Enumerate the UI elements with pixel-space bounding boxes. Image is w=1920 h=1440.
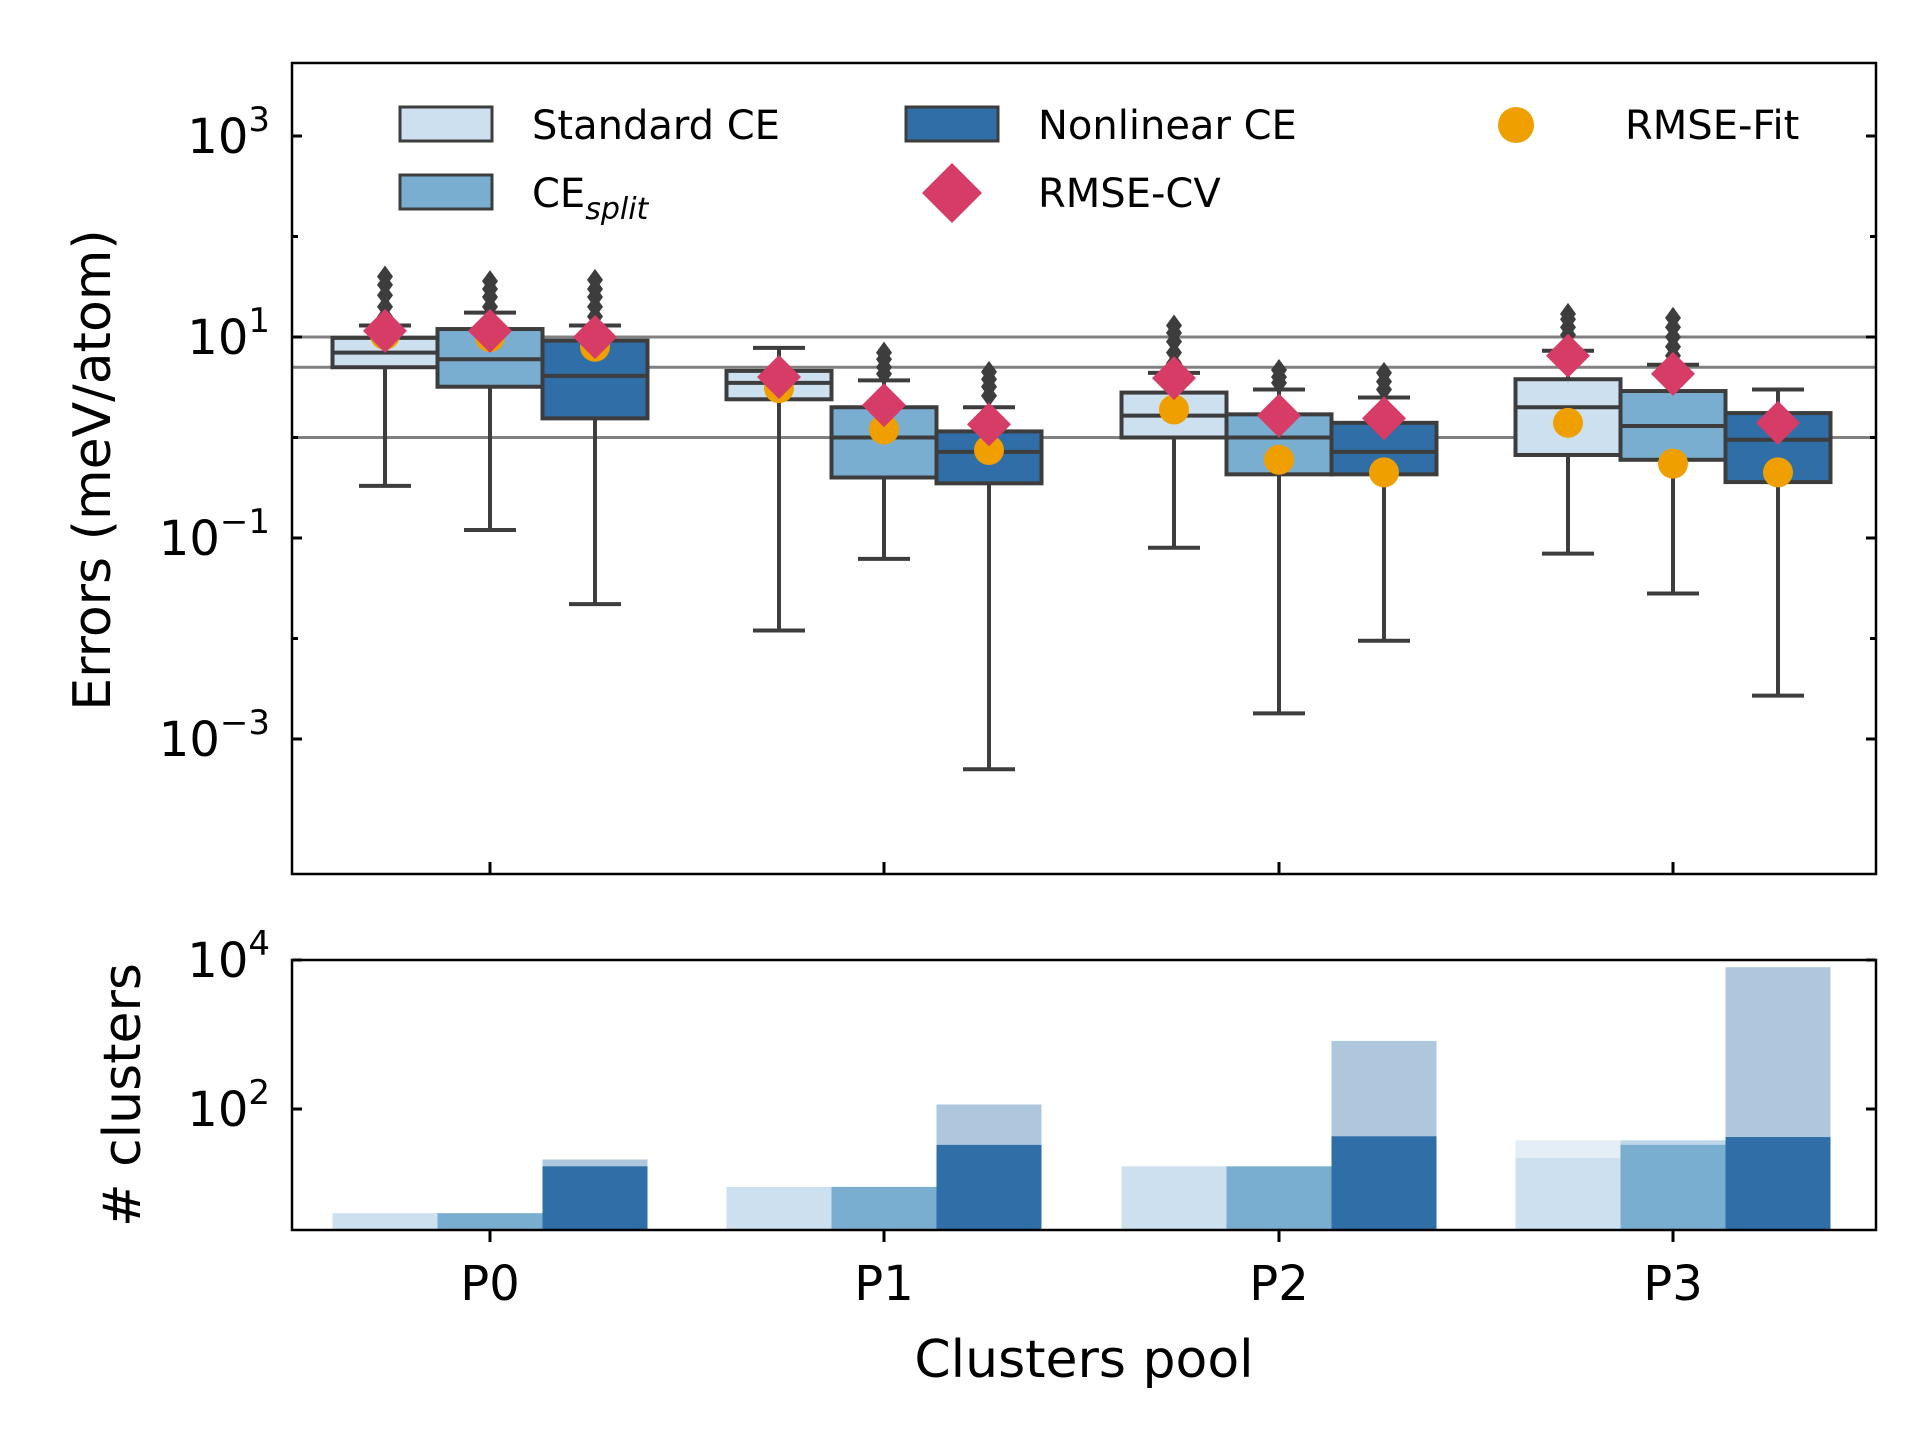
- outlier-marker: [1376, 361, 1392, 384]
- box-standardce: [1119, 314, 1229, 550]
- rmse-cv-point: [363, 308, 407, 353]
- legend-item: RMSE-Fit: [1498, 103, 1799, 149]
- cluster-count-panel: 104 102 P0 P1 P2 P3 # clusters Clusters pool: [93, 924, 1878, 1390]
- outlier-marker: [876, 341, 892, 364]
- rmse-markers: [363, 308, 1800, 488]
- rmse-cv-point: [1257, 393, 1301, 438]
- legend-label: RMSE-Fit: [1625, 103, 1799, 149]
- x-tick-label: P1: [854, 1256, 913, 1312]
- selected-cluster-bar: [1121, 1166, 1227, 1230]
- rmse-cv-point: [967, 402, 1011, 447]
- rmse-fit-point: [1658, 448, 1688, 479]
- rmse-cv-point: [573, 315, 617, 359]
- selected-cluster-bar: [1620, 1144, 1726, 1230]
- y-tick-label: 103: [187, 100, 270, 165]
- rmse-fit-point: [1159, 394, 1189, 425]
- rmse-cv-point: [1362, 396, 1406, 441]
- rmse-fit-point: [1763, 457, 1793, 488]
- legend-item: Nonlinear CE: [904, 103, 1297, 149]
- legend-item: CEsplit: [398, 171, 650, 227]
- y-tick-label: 102: [187, 1073, 270, 1138]
- rmse-cv-point: [468, 308, 512, 353]
- outlier-marker: [482, 270, 498, 293]
- legend-label: Nonlinear CE: [1038, 103, 1297, 149]
- legend-label: CEsplit: [532, 171, 650, 227]
- rmse-cv-point: [1152, 356, 1196, 401]
- rmse-fit-point: [1369, 457, 1399, 488]
- bottom-y-axis-label: # clusters: [93, 963, 153, 1227]
- outlier-marker: [587, 268, 603, 291]
- x-tick-labels: P0 P1 P2 P3: [460, 1256, 1702, 1312]
- error-boxplot-panel: 103 101 10−1 10−3 Standard CE CEsplit Nonline…: [63, 61, 1878, 876]
- selected-cluster-bar: [1226, 1166, 1332, 1230]
- boxplots: [330, 265, 1833, 772]
- legend-label: Standard CE: [532, 103, 780, 149]
- rmse-fit-point: [1553, 407, 1583, 438]
- rmse-fit-point: [974, 435, 1004, 466]
- x-tick-label: P0: [460, 1256, 519, 1312]
- x-axis-label: Clusters pool: [914, 1330, 1253, 1390]
- rmse-fit-point: [869, 414, 899, 445]
- y-tick-label: 101: [187, 301, 270, 366]
- rmse-cv-point: [862, 383, 906, 428]
- legend-label: RMSE-CV: [1038, 171, 1221, 217]
- y-tick-label: 10−3: [159, 703, 270, 768]
- bottom-plot-frame: [290, 958, 1878, 1232]
- y-tick-label: 104: [187, 924, 270, 989]
- selected-cluster-bar: [1515, 1157, 1621, 1230]
- bottom-axis-ticks: 104 102: [187, 924, 1876, 1242]
- selected-cluster-bar: [437, 1213, 543, 1230]
- legend-item: RMSE-CV: [922, 163, 1221, 223]
- box-cesplit: [435, 270, 545, 533]
- x-tick-label: P2: [1249, 1256, 1308, 1312]
- legend-swatch: [398, 173, 494, 211]
- selected-cluster-bar: [1725, 1137, 1831, 1230]
- box-standardce: [330, 265, 440, 488]
- outlier-marker: [1560, 302, 1576, 325]
- legend-swatch: [904, 105, 1000, 143]
- rmse-cv-point: [1651, 351, 1695, 396]
- x-tick-label: P3: [1643, 1256, 1702, 1312]
- selected-cluster-bar: [726, 1186, 832, 1230]
- top-y-axis-label: Errors (meV/atom): [63, 229, 123, 710]
- legend-circle-icon: [1498, 107, 1534, 143]
- selected-cluster-bar: [831, 1186, 937, 1230]
- legend-diamond-icon: [922, 163, 982, 223]
- rmse-cv-point: [1546, 333, 1590, 378]
- y-tick-label: 10−1: [159, 502, 270, 567]
- outlier-marker: [377, 295, 393, 318]
- selected-cluster-bar: [1331, 1136, 1437, 1230]
- selected-cluster-bar: [542, 1166, 648, 1230]
- rmse-cv-point: [1756, 400, 1800, 445]
- legend: Standard CE CEsplit Nonlinear CE RMSE-CV RMS…: [398, 103, 1799, 227]
- top-axis-ticks: 103 101 10−1 10−3: [159, 100, 1876, 874]
- outlier-marker: [981, 360, 997, 383]
- cluster-bars: [332, 967, 1831, 1230]
- box-cesplit: [829, 341, 939, 561]
- legend-item: Standard CE: [398, 103, 780, 149]
- outlier-marker: [1665, 306, 1681, 329]
- legend-swatch: [398, 105, 494, 143]
- selected-cluster-bar: [936, 1144, 1042, 1230]
- outlier-marker: [1271, 358, 1287, 381]
- iqr-box: [1513, 377, 1623, 457]
- outlier-marker: [377, 265, 393, 288]
- selected-cluster-bar: [332, 1213, 438, 1230]
- rmse-fit-point: [1264, 444, 1294, 475]
- top-plot-frame: [290, 61, 1878, 876]
- rmse-cv-point: [757, 354, 801, 399]
- outlier-marker: [1166, 314, 1182, 337]
